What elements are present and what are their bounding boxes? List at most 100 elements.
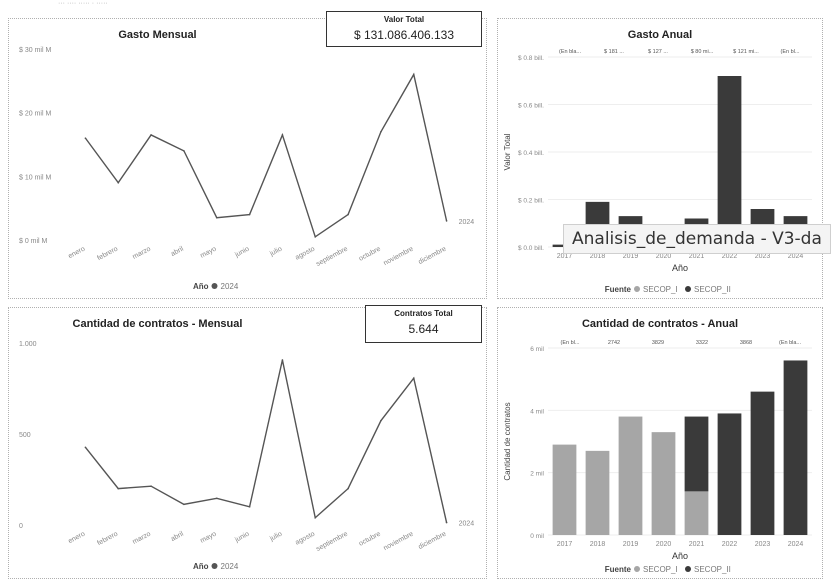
contratos-anual-legend-marker	[634, 566, 640, 572]
contratos-mensual-x-tick: noviembre	[383, 531, 415, 553]
report-tooltip: Analisis_de_demanda - V3-da	[563, 224, 831, 254]
contratos-anual-x-tick: 2018	[590, 541, 606, 548]
gasto-anual-x-tick: 2024	[788, 253, 804, 260]
gasto-mensual-x-tick: enero	[67, 246, 86, 261]
contratos-anual-bar	[684, 491, 709, 535]
gasto-anual-x-tick: 2018	[590, 253, 606, 260]
contratos-mensual-legend-marker	[211, 563, 218, 569]
contratos-anual-data-label: 3829	[652, 340, 664, 346]
contratos-mensual-point	[314, 516, 317, 519]
contratos-mensual-x-tick: junio	[233, 531, 250, 545]
contratos-total-card[interactable]: Contratos Total 5.644	[365, 305, 482, 343]
gasto-mensual-x-tick: noviembre	[383, 246, 415, 268]
contratos-anual-data-label: 3868	[740, 340, 752, 346]
gasto-mensual-legend-title: Año	[193, 282, 209, 291]
contratos-mensual-point	[84, 446, 87, 449]
contratos-mensual-point	[215, 497, 218, 500]
contratos-anual-data-label: 2742	[608, 340, 620, 346]
gasto-anual-y-tick: $ 0.2 bill.	[518, 198, 544, 205]
gasto-mensual-x-tick: marzo	[132, 246, 153, 261]
contratos-anual-bar	[783, 360, 808, 535]
gasto-mensual-x-tick: mayo	[199, 246, 217, 260]
contratos-mensual-x-tick: agosto	[294, 531, 316, 547]
contratos-mensual-point	[347, 487, 349, 490]
contratos-anual-x-tick: 2023	[755, 541, 771, 548]
contratos-anual-data-label: 3322	[696, 340, 708, 346]
gasto-mensual-x-tick: diciembre	[417, 246, 447, 266]
contratos-anual-legend-marker	[685, 566, 691, 572]
gasto-mensual-y-tick: $ 30 mil M	[19, 47, 51, 54]
gasto-anual-chart: $ 0.0 bill. $ 0.2 bill. $ 0.4 bill. $ 0.6 b…	[503, 49, 812, 294]
gasto-anual-legend-item: SECOP_II	[694, 285, 731, 294]
contratos-mensual-x-tick: septiembre	[315, 531, 349, 553]
gasto-mensual-point	[150, 134, 152, 136]
gasto-anual-x-tick: 2020	[656, 253, 672, 260]
gasto-anual-x-tick: 2023	[755, 253, 771, 260]
contratos-anual-bar	[651, 432, 676, 535]
gasto-mensual-x-tick: junio	[233, 246, 250, 260]
gasto-mensual-chart: $ 0 mil M $ 10 mil M $ 20 mil M $ 30 mil M e…	[19, 47, 475, 291]
contratos-anual-y-tick: 6 mil	[530, 346, 544, 353]
gasto-mensual-point	[281, 134, 284, 136]
gasto-anual-y-tick: $ 0.0 bill.	[518, 245, 544, 252]
contratos-anual-x-tick: 2019	[623, 541, 639, 548]
gasto-anual-x-tick: 2017	[557, 253, 573, 260]
contratos-mensual-x-tick: marzo	[132, 531, 153, 546]
top-header-text: ··· ···· ····· · ·····	[58, 0, 108, 7]
contratos-anual-bar	[552, 444, 577, 535]
gasto-anual-bar	[717, 76, 742, 247]
contratos-anual-x-tick: 2020	[656, 541, 672, 548]
contratos-mensual-point	[445, 521, 448, 524]
gasto-anual-y-tick: $ 0.8 bill.	[518, 55, 544, 62]
gasto-mensual-x-tick: octubre	[358, 246, 382, 263]
gasto-mensual-y-tick: $ 20 mil M	[19, 111, 51, 118]
contratos-anual-legend-item: SECOP_II	[694, 565, 731, 574]
gasto-mensual-end-label: 2024	[459, 219, 475, 226]
gasto-mensual-legend-marker	[211, 283, 218, 289]
contratos-anual-y-tick: 2 mil	[530, 471, 544, 478]
gasto-anual-data-label: $ 80 mi...	[691, 49, 714, 55]
gasto-mensual-point	[117, 181, 120, 184]
contratos-mensual-x-tick: mayo	[199, 531, 217, 545]
contratos-mensual-series-line	[84, 359, 448, 523]
gasto-anual-x-label: Año	[672, 263, 688, 273]
contratos-mensual-panel[interactable]: Cantidad de contratos - Mensual 0 500 1.00…	[8, 307, 487, 579]
contratos-anual-chart: 0 mil 2 mil 4 mil 6 mil 2017 2018 2019 2020 2021…	[503, 340, 812, 574]
gasto-anual-x-tick: 2022	[722, 253, 738, 260]
contratos-mensual-x-tick: abril	[170, 530, 185, 543]
gasto-anual-data-label: $ 121 mi...	[733, 49, 759, 55]
gasto-anual-y-tick: $ 0.6 bill.	[518, 103, 544, 110]
gasto-mensual-point	[314, 236, 317, 238]
contratos-anual-panel[interactable]: Cantidad de contratos - Anual 0 mil 2 mil…	[497, 307, 823, 579]
contratos-anual-bar	[585, 450, 610, 535]
gasto-anual-panel[interactable]: Gasto Anual $ 0.0 bill. $ 0.2 bill. $ 0.4 …	[497, 18, 823, 299]
contratos-total-label: Contratos Total	[394, 309, 453, 318]
gasto-anual-y-tick: $ 0.4 bill.	[518, 150, 544, 157]
gasto-mensual-point	[445, 220, 448, 222]
gasto-mensual-point	[347, 213, 349, 216]
gasto-mensual-point	[84, 137, 87, 139]
contratos-mensual-point	[281, 359, 284, 361]
contratos-anual-data-label: (En bl...	[561, 340, 580, 346]
contratos-mensual-x-tick: diciembre	[417, 531, 447, 551]
contratos-anual-data-label: (En bla...	[779, 340, 801, 346]
gasto-mensual-y-tick: $ 10 mil M	[19, 174, 51, 181]
gasto-anual-data-label: (En bl...	[781, 49, 800, 55]
contratos-mensual-legend-title: Año	[193, 562, 209, 571]
contratos-mensual-y-tick: 0	[19, 523, 23, 530]
gasto-anual-legend-item: SECOP_I	[643, 285, 678, 294]
contratos-mensual-point	[183, 503, 185, 506]
contratos-anual-x-tick: 2017	[557, 541, 573, 548]
gasto-anual-x-tick: 2019	[623, 253, 639, 260]
contratos-mensual-end-label: 2024	[459, 521, 475, 528]
valor-total-value: $ 131.086.406.133	[353, 28, 455, 42]
valor-total-card[interactable]: Valor Total $ 131.086.406.133	[326, 11, 482, 47]
gasto-mensual-panel[interactable]: Gasto Mensual $ 0 mil M $ 10 mil M $ 20 mi…	[8, 18, 487, 299]
valor-total-label: Valor Total	[383, 15, 425, 24]
contratos-anual-x-tick: 2024	[788, 541, 804, 548]
contratos-anual-bar	[618, 416, 643, 535]
contratos-anual-y-tick: 0 mil	[530, 533, 544, 540]
contratos-mensual-x-tick: enero	[67, 531, 86, 546]
contratos-anual-legend-item: SECOP_I	[643, 565, 678, 574]
gasto-mensual-point	[248, 213, 251, 216]
